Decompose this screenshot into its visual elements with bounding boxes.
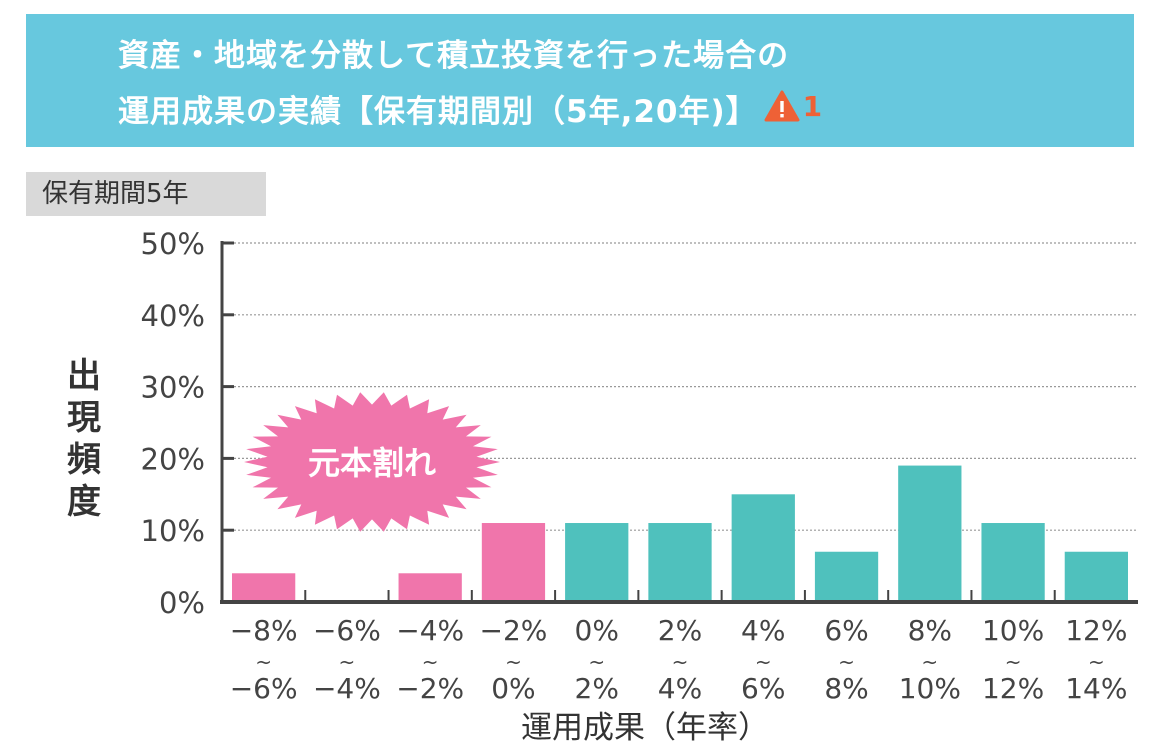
- x-tick-label: 8%: [824, 672, 868, 705]
- x-tick-label: −2%: [480, 614, 548, 647]
- x-tick-label: ~: [255, 650, 272, 674]
- x-tick-label: 6%: [824, 614, 868, 647]
- x-tick-label: −4%: [313, 672, 381, 705]
- warning-triangle-icon: [764, 90, 800, 122]
- x-tick-label: ~: [755, 650, 772, 674]
- bar: [1064, 551, 1128, 602]
- y-tick-label: 40%: [141, 299, 205, 333]
- x-tick-label: ~: [505, 650, 522, 674]
- y-tick-label: 30%: [141, 371, 205, 405]
- x-tick-label: ~: [588, 650, 605, 674]
- x-tick-label: −8%: [230, 614, 298, 647]
- bar: [565, 523, 629, 602]
- x-tick-label: 10%: [899, 672, 961, 705]
- y-tick-label: 50%: [141, 227, 205, 261]
- x-tick-label: ~: [1005, 650, 1022, 674]
- x-tick-label: ~: [339, 650, 356, 674]
- x-tick-label: 4%: [741, 614, 785, 647]
- x-tick-label: −6%: [230, 672, 298, 705]
- title-banner: [26, 14, 1134, 147]
- bar: [981, 523, 1045, 602]
- x-tick-label: 14%: [1065, 672, 1127, 705]
- loss-callout-burst: [244, 392, 500, 532]
- x-tick-label: 12%: [982, 672, 1044, 705]
- x-tick-label: ~: [422, 650, 439, 674]
- bar: [481, 523, 546, 602]
- loss-callout-text: 元本割れ: [308, 444, 436, 482]
- x-tick-label: 12%: [1065, 614, 1127, 647]
- bar: [398, 573, 462, 602]
- x-tick-label: 8%: [908, 614, 952, 647]
- bar: [232, 573, 296, 602]
- y-axis-label: 出現頻度: [67, 356, 101, 522]
- x-tick-label: 4%: [658, 672, 702, 705]
- x-tick-label: −6%: [313, 614, 381, 647]
- bar: [648, 523, 712, 602]
- chart-title-line1: 資産・地域を分散して積立投資を行った場合の: [118, 38, 790, 74]
- title-line2-text: 運用成果の実績【保有期間別（5年,20年)】: [118, 94, 758, 130]
- bar: [814, 551, 879, 602]
- x-tick-label: 2%: [658, 614, 702, 647]
- x-tick-label: −2%: [396, 672, 464, 705]
- y-tick-label: 0%: [159, 586, 205, 620]
- x-tick-label: ~: [672, 650, 689, 674]
- x-tick-label: 0%: [491, 672, 535, 705]
- chart-title-line2: 運用成果の実績【保有期間別（5年,20年)】 1: [118, 86, 823, 131]
- warning-number: 1: [802, 89, 824, 123]
- x-axis-label: 運用成果（年率）: [521, 710, 769, 746]
- warning-note[interactable]: 1: [764, 90, 823, 123]
- x-tick-label: 10%: [982, 614, 1044, 647]
- x-tick-label: ~: [838, 650, 855, 674]
- bar: [731, 494, 795, 602]
- y-tick-label: 20%: [141, 442, 205, 476]
- x-tick-label: ~: [1088, 650, 1105, 674]
- x-tick-label: 0%: [575, 614, 619, 647]
- x-tick-label: 2%: [575, 672, 619, 705]
- bar: [898, 465, 962, 602]
- period-tag: 保有期間5年: [26, 172, 266, 216]
- x-tick-label: −4%: [396, 614, 464, 647]
- y-tick-label: 10%: [141, 514, 205, 548]
- x-tick-label: ~: [921, 650, 938, 674]
- x-tick-label: 6%: [741, 672, 785, 705]
